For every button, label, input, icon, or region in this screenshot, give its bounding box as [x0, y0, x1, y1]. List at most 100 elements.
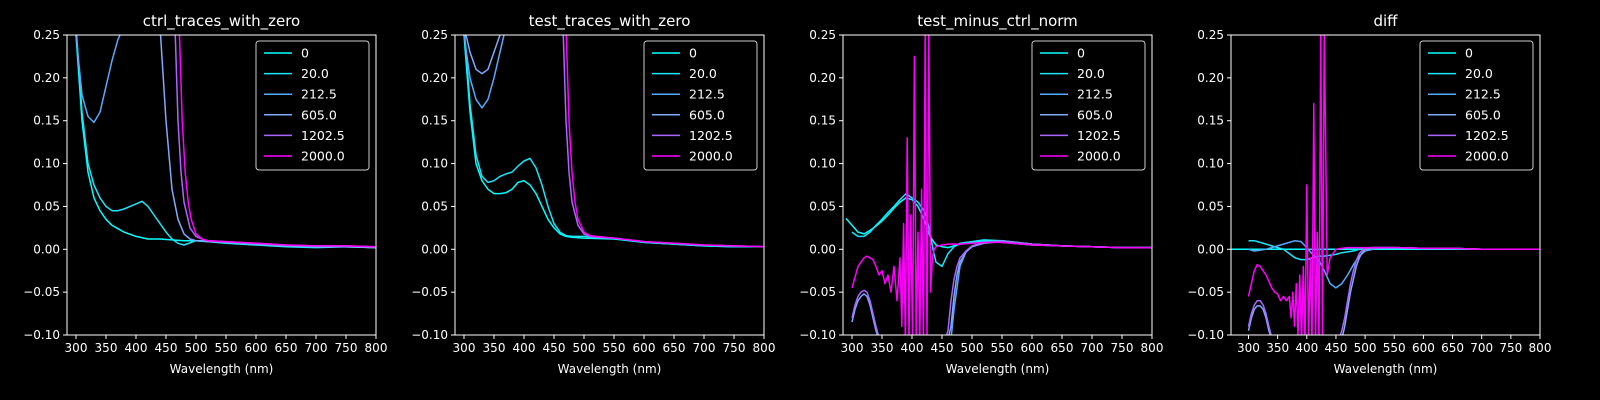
x-tick-label: 400	[513, 341, 536, 355]
x-axis-label: Wavelength (nm)	[170, 362, 274, 376]
x-tick-label: 600	[245, 341, 268, 355]
chart-panel-2: −0.10 −0.05 0.00 0.05 0.10 0.15 0.20 0.25 300 350…	[411, 12, 775, 376]
x-tick-label: 500	[185, 341, 208, 355]
legend-label: 2000.0	[1077, 149, 1121, 164]
x-tick-label: 400	[901, 341, 924, 355]
y-tick-label: 0.25	[809, 28, 836, 42]
y-tick-label: 0.05	[809, 199, 836, 213]
y-tick-label: 0.10	[1197, 157, 1224, 171]
x-tick-label: 450	[543, 341, 566, 355]
y-tick-label: 0.25	[421, 28, 448, 42]
y-tick-label: 0.10	[33, 157, 60, 171]
x-tick-label: 650	[663, 341, 686, 355]
axes-frame	[454, 34, 765, 336]
legend-label: 20.0	[1077, 66, 1105, 81]
chart-panel-4: −0.10 −0.05 0.00 0.05 0.10 0.15 0.20 0.25 300 350…	[1187, 12, 1551, 376]
y-tick-label: 0.15	[421, 114, 448, 128]
chart-panel-3: −0.10 −0.05 0.00 0.05 0.10 0.15 0.20 0.25 300 350…	[799, 12, 1163, 376]
x-tick-label: 350	[95, 341, 118, 355]
series-line-20.0	[75, 35, 376, 249]
legend-label: 1202.5	[301, 128, 345, 143]
y-tick-label: −0.05	[23, 285, 60, 299]
legend-label: 0	[1077, 46, 1085, 61]
x-tick-label: 550	[991, 341, 1014, 355]
legend-label: 1202.5	[689, 128, 733, 143]
x-tick-label: 700	[1081, 341, 1104, 355]
series-line-212.5	[463, 35, 505, 109]
x-tick-label: 550	[1383, 341, 1406, 355]
x-tick-label: 750	[723, 341, 746, 355]
plot-area	[845, 35, 1152, 335]
series-line-605.0	[465, 35, 501, 75]
x-tick-label: 650	[1441, 341, 1464, 355]
x-tick-label: 300	[453, 341, 476, 355]
y-tick-label: 0.20	[809, 71, 836, 85]
x-tick-label: 800	[1141, 341, 1164, 355]
series-line-2000.0	[178, 35, 376, 248]
legend-label: 1202.5	[1465, 128, 1509, 143]
legend: 0 20.0 212.5 605.0 1202.5 2000.0	[255, 40, 370, 171]
chart-panel-1: −0.10 −0.05 0.00 0.05 0.10 0.15 0.20 0.25 300 350…	[23, 12, 387, 376]
x-tick-label: 750	[1111, 341, 1134, 355]
legend-label: 605.0	[1465, 107, 1501, 122]
y-tick-label: 0.25	[33, 28, 60, 42]
y-tick-label: 0.00	[421, 242, 448, 256]
x-tick-label: 500	[1354, 341, 1377, 355]
legend-label: 2000.0	[1465, 149, 1509, 164]
legend-label: 605.0	[1077, 107, 1113, 122]
series-line-2000.0	[851, 35, 1152, 335]
x-tick-label: 800	[753, 341, 776, 355]
y-tick-label: −0.10	[411, 328, 448, 342]
y-tick-label: 0.15	[809, 114, 836, 128]
legend-label: 2000.0	[301, 149, 345, 164]
y-tick-label: −0.10	[1187, 328, 1224, 342]
y-tick-label: 0.15	[33, 114, 60, 128]
legend-label: 212.5	[301, 87, 337, 102]
x-tick-label: 350	[483, 341, 506, 355]
legend-label: 0	[301, 46, 309, 61]
series-line-20.0	[1248, 239, 1540, 261]
legend: 0 20.0 212.5 605.0 1202.5 2000.0	[643, 40, 758, 171]
series-line-1202.5	[851, 240, 1152, 335]
x-tick-label: 650	[1051, 341, 1074, 355]
x-tick-label: 550	[603, 341, 626, 355]
x-tick-label: 500	[573, 341, 596, 355]
x-tick-label: 750	[1499, 341, 1522, 355]
plot-area	[75, 35, 376, 249]
y-tick-label: 0.00	[809, 242, 836, 256]
legend-label: 20.0	[689, 66, 717, 81]
x-tick-label: 500	[961, 341, 984, 355]
x-tick-label: 350	[871, 341, 894, 355]
x-tick-label: 750	[335, 341, 358, 355]
y-tick-label: −0.10	[799, 328, 836, 342]
y-tick-label: 0.05	[1197, 199, 1224, 213]
legend-label: 212.5	[1465, 87, 1501, 102]
y-tick-label: −0.05	[411, 285, 448, 299]
legend-label: 2000.0	[689, 149, 733, 164]
axes-frame	[66, 34, 377, 336]
x-tick-label: 800	[365, 341, 388, 355]
x-tick-label: 600	[1412, 341, 1435, 355]
legend: 0 20.0 212.5 605.0 1202.5 2000.0	[1031, 40, 1146, 171]
y-tick-label: 0.05	[33, 199, 60, 213]
y-tick-label: 0.20	[1197, 71, 1224, 85]
x-tick-label: 300	[841, 341, 864, 355]
y-tick-label: 0.25	[1197, 28, 1224, 42]
y-tick-label: 0.05	[421, 199, 448, 213]
y-tick-label: 0.15	[1197, 114, 1224, 128]
x-tick-label: 450	[1324, 341, 1347, 355]
axes-frame	[842, 34, 1153, 336]
y-tick-label: 0.20	[421, 71, 448, 85]
legend-label: 605.0	[689, 107, 725, 122]
chart-title: ctrl_traces_with_zero	[143, 12, 300, 31]
x-tick-label: 550	[215, 341, 238, 355]
chart-title: diff	[1373, 12, 1398, 30]
legend-label: 0	[689, 46, 697, 61]
x-tick-label: 450	[931, 341, 954, 355]
x-axis-label: Wavelength (nm)	[946, 362, 1050, 376]
y-tick-label: 0.20	[33, 71, 60, 85]
series-line-2000.0	[1247, 35, 1540, 335]
legend-label: 212.5	[689, 87, 725, 102]
x-tick-label: 700	[693, 341, 716, 355]
x-tick-label: 800	[1529, 341, 1552, 355]
